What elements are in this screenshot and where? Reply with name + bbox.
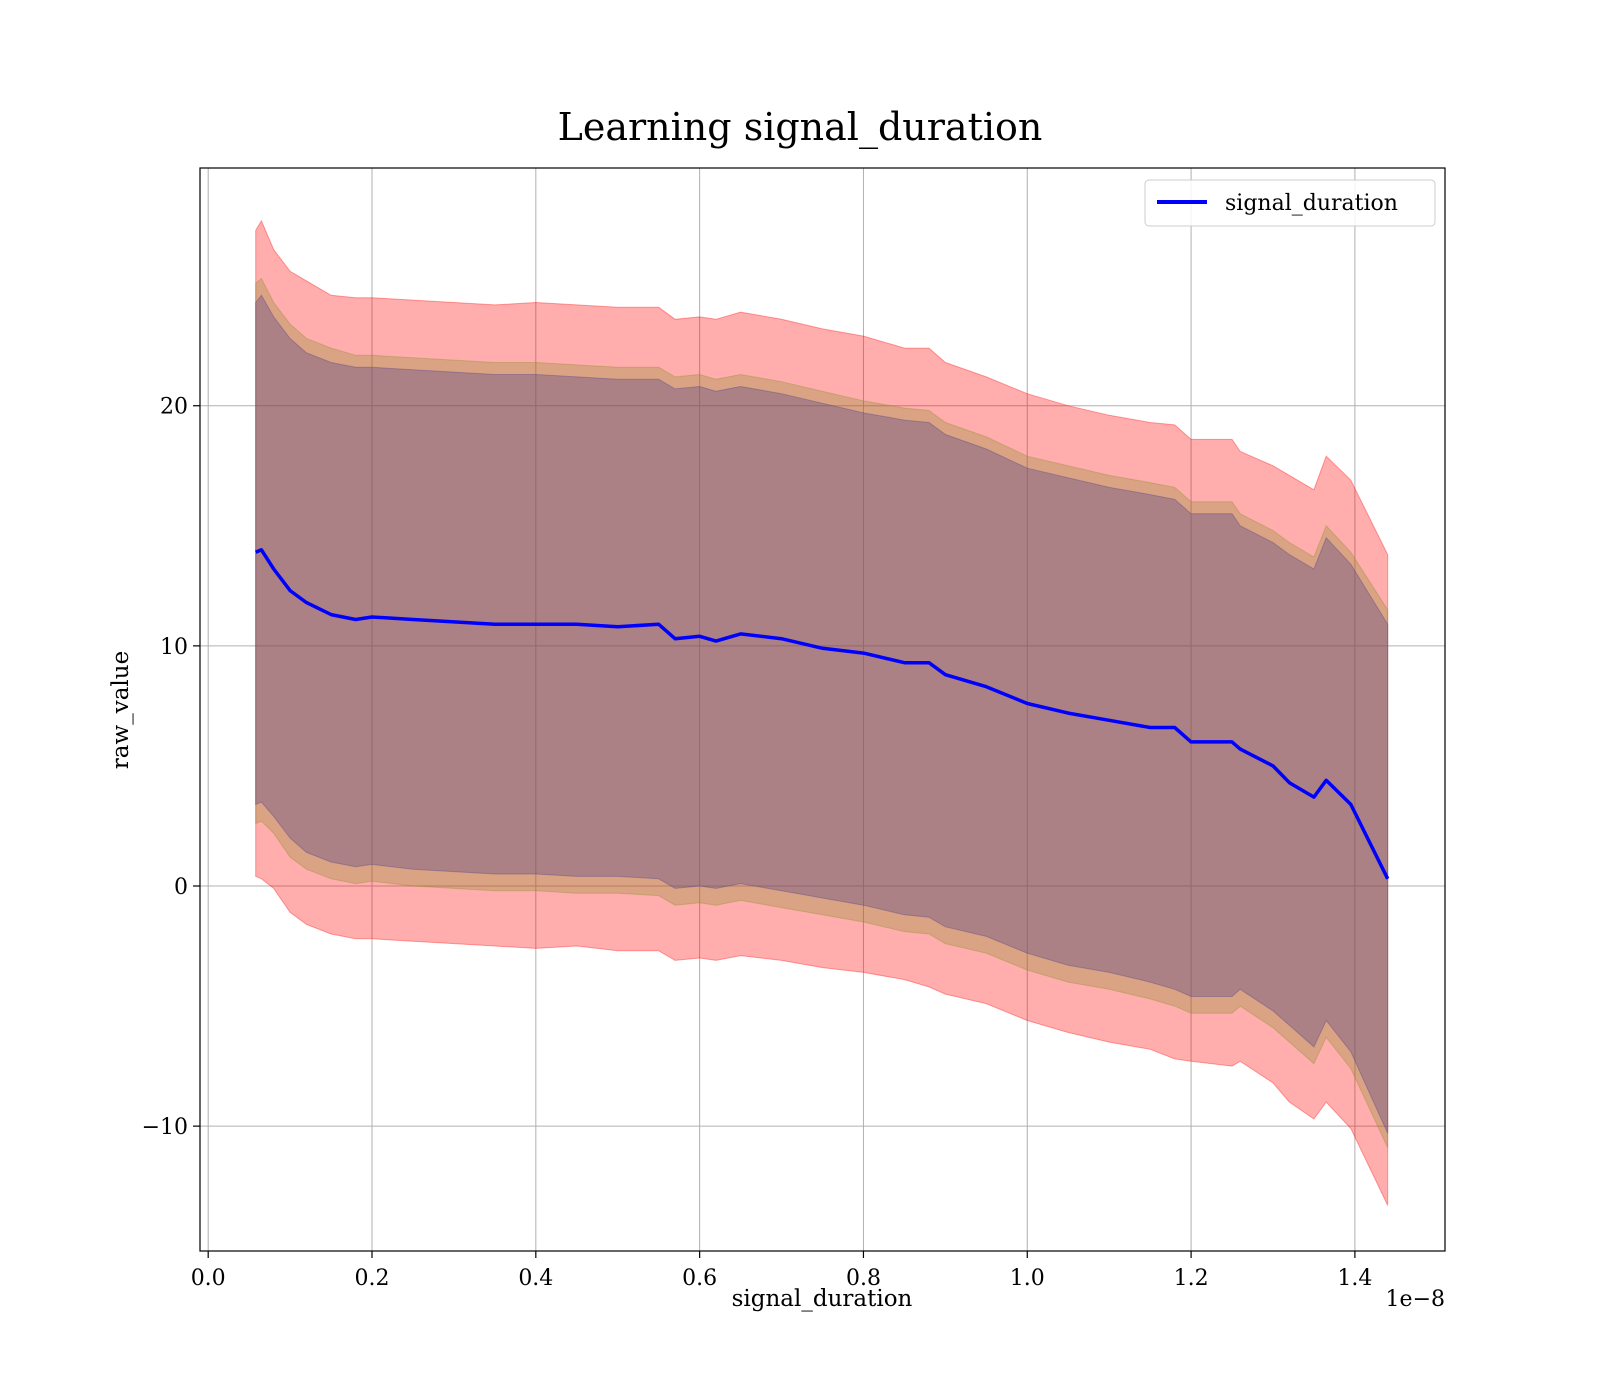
- chart-title: Learning signal_duration: [558, 105, 1043, 150]
- x-tick-label: 0.2: [355, 1266, 390, 1291]
- confidence-band: [255, 219, 1389, 1206]
- y-tick-label: 0: [174, 875, 188, 900]
- confidence-band: [255, 294, 1389, 1134]
- y-axis-label: raw_value: [108, 651, 134, 769]
- y-tick-label: 20: [160, 395, 188, 420]
- grid: [200, 168, 1445, 1251]
- legend: signal_duration: [1144, 179, 1436, 227]
- x-tick-label: 1.2: [1174, 1266, 1209, 1291]
- x-axis-offset-text: 1e−8: [1386, 1287, 1445, 1312]
- legend-entry-label: signal_duration: [1225, 191, 1398, 216]
- x-tick-label: 0.4: [518, 1266, 553, 1291]
- x-tick-label: 1.0: [1010, 1266, 1045, 1291]
- confidence-bands: [255, 219, 1389, 1206]
- x-axis-label: signal_duration: [732, 1286, 913, 1312]
- y-axis-ticks: −10 0 10 20: [142, 395, 200, 1140]
- x-axis-ticks: 0.0 0.2 0.4 0.6 0.8 1.0 1.2 1.4: [191, 1251, 1372, 1291]
- series-line-signal-duration: [255, 548, 1390, 880]
- series-lines: [255, 548, 1390, 880]
- y-tick-label: −10: [142, 1115, 188, 1140]
- legend-box: [1144, 179, 1436, 227]
- plot-frame: [199, 167, 1446, 1252]
- x-tick-label: 1.4: [1337, 1266, 1372, 1291]
- x-tick-label: 0.6: [682, 1266, 717, 1291]
- y-tick-label: 10: [160, 635, 188, 660]
- x-tick-label: 0.0: [191, 1266, 226, 1291]
- confidence-band: [255, 277, 1389, 1148]
- x-tick-label: 0.8: [846, 1266, 881, 1291]
